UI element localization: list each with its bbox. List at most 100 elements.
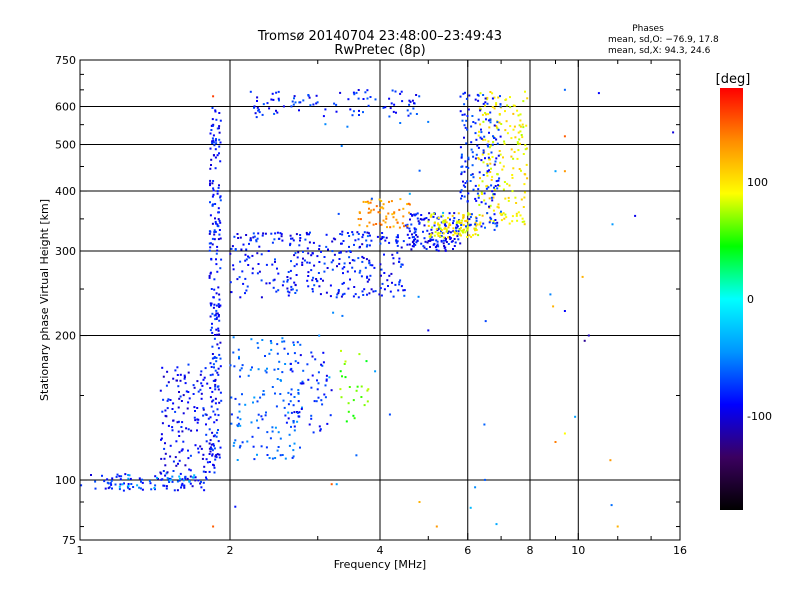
echo-point xyxy=(293,425,296,428)
echo-point xyxy=(481,180,484,183)
echo-point xyxy=(427,120,430,123)
echo-point xyxy=(465,97,468,100)
echo-point xyxy=(214,334,216,336)
echo-point xyxy=(336,293,339,296)
echo-point xyxy=(308,96,311,99)
echo-point xyxy=(180,486,182,489)
echo-point xyxy=(516,157,519,160)
echo-point xyxy=(343,363,346,365)
echo-point xyxy=(365,258,368,261)
echo-point xyxy=(430,236,433,239)
echo-point xyxy=(273,278,276,281)
echo-point xyxy=(402,215,405,218)
echo-point xyxy=(209,450,212,453)
echo-point xyxy=(440,215,443,218)
echo-point xyxy=(109,482,112,485)
echo-point xyxy=(306,261,309,264)
echo-point xyxy=(475,229,478,231)
echo-point xyxy=(435,239,438,242)
echo-point xyxy=(178,451,181,454)
echo-point xyxy=(209,396,212,399)
echo-point xyxy=(348,245,350,248)
echo-point xyxy=(366,293,368,296)
echo-point xyxy=(211,357,214,360)
echo-point xyxy=(390,102,393,105)
echo-point xyxy=(493,188,496,191)
echo-point xyxy=(466,115,469,117)
echo-point xyxy=(316,255,319,258)
echo-point xyxy=(281,239,284,242)
echo-point xyxy=(524,173,527,176)
echo-point xyxy=(444,246,447,249)
echo-point xyxy=(239,296,242,299)
echo-point xyxy=(491,190,494,193)
echo-point xyxy=(475,217,478,220)
echo-point xyxy=(217,207,220,210)
echo-point xyxy=(236,233,239,235)
echo-point xyxy=(271,426,274,429)
echo-point xyxy=(172,402,175,405)
echo-point xyxy=(381,282,384,285)
echo-point xyxy=(184,475,187,478)
echo-point xyxy=(341,375,343,378)
echo-point xyxy=(233,441,236,444)
echo-point xyxy=(311,374,314,377)
echo-point xyxy=(519,142,521,145)
echo-point xyxy=(411,236,414,239)
echo-point xyxy=(449,218,451,221)
echo-point xyxy=(471,173,474,176)
echo-point xyxy=(414,214,416,217)
echo-point xyxy=(212,410,215,413)
echo-point xyxy=(403,289,406,292)
echo-point xyxy=(493,228,496,231)
echo-point xyxy=(218,184,220,187)
echo-point xyxy=(439,235,442,238)
echo-point xyxy=(491,92,494,95)
echo-point xyxy=(288,291,291,294)
echo-point xyxy=(312,276,315,279)
echo-point xyxy=(372,223,375,226)
echo-point xyxy=(435,248,438,251)
echo-point xyxy=(293,95,296,98)
echo-point xyxy=(484,202,487,205)
x-tick-label: 6 xyxy=(464,544,471,557)
echo-point xyxy=(394,283,397,286)
echo-point xyxy=(395,218,398,221)
echo-point xyxy=(415,241,418,244)
echo-point xyxy=(499,103,502,106)
echo-point xyxy=(332,311,335,314)
echo-point xyxy=(478,107,481,110)
echo-point xyxy=(366,225,369,228)
echo-point xyxy=(489,121,492,124)
echo-point xyxy=(484,101,487,104)
echo-point xyxy=(247,255,249,258)
echo-point xyxy=(283,406,286,409)
echo-point xyxy=(322,115,325,118)
echo-point xyxy=(479,123,482,126)
echo-point xyxy=(554,441,557,443)
echo-point xyxy=(361,260,364,263)
echo-point xyxy=(303,259,306,262)
echo-point xyxy=(563,310,566,312)
echo-point xyxy=(500,213,503,216)
echo-point xyxy=(517,211,520,214)
echo-point xyxy=(379,206,382,209)
echo-point xyxy=(399,198,402,201)
echo-point xyxy=(349,108,352,111)
echo-point xyxy=(488,205,490,208)
echo-point xyxy=(413,236,416,239)
echo-point xyxy=(286,280,289,283)
echo-point xyxy=(392,110,395,113)
echo-point xyxy=(495,103,498,106)
echo-point xyxy=(413,242,415,245)
echo-point xyxy=(430,233,433,236)
echo-point xyxy=(230,291,233,294)
echo-point xyxy=(499,135,502,138)
echo-point xyxy=(372,290,375,293)
echo-point xyxy=(216,190,219,193)
echo-point xyxy=(308,233,310,236)
echo-point xyxy=(361,290,364,293)
echo-point xyxy=(413,102,415,105)
echo-point xyxy=(325,245,328,248)
echo-point xyxy=(341,282,344,285)
